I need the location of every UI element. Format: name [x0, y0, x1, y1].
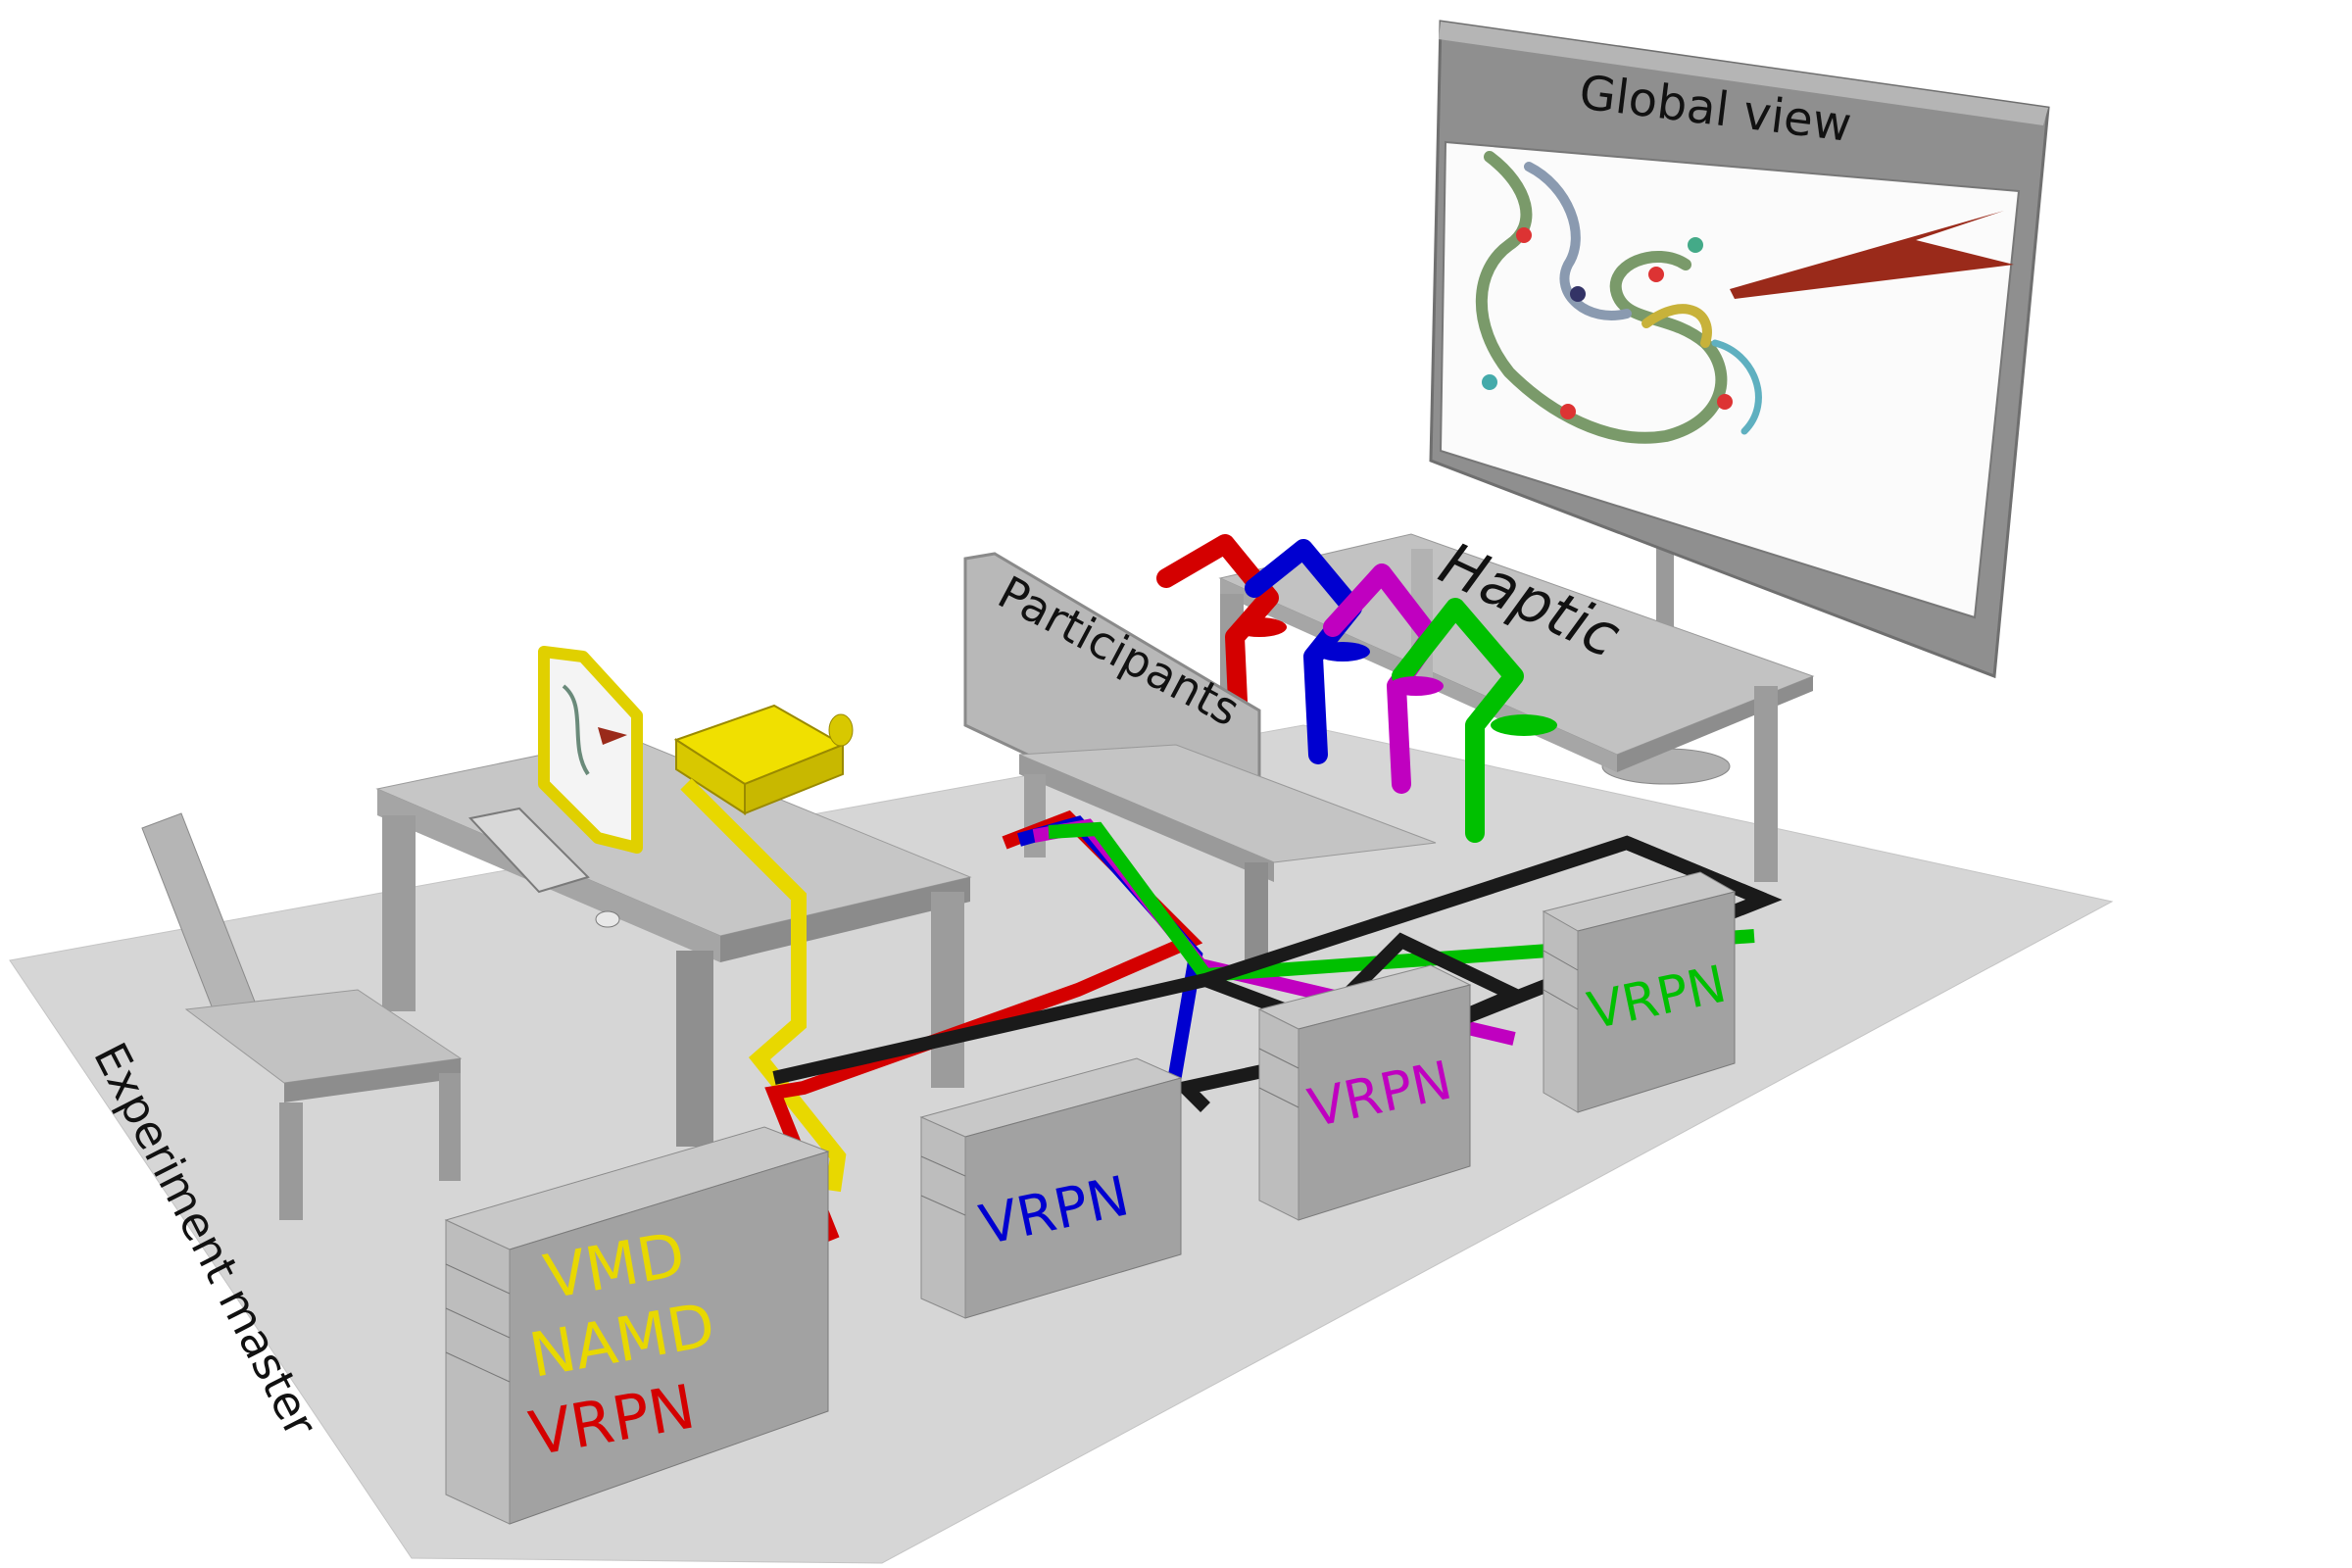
server-magenta — [1257, 964, 1472, 1221]
participants-bench — [963, 552, 1437, 970]
cable-black-haptic — [1624, 836, 1767, 906]
master-chair — [141, 812, 463, 1220]
cable-yellow — [680, 778, 847, 1193]
server-blue — [919, 1057, 1183, 1319]
haptic-arms — [1156, 534, 1557, 843]
cable-green — [1048, 821, 1755, 983]
server-green — [1542, 871, 1737, 1113]
monitor — [538, 646, 643, 854]
force-arrow-icon — [1730, 211, 2014, 299]
cable-red — [764, 809, 1203, 1243]
molecule-structure — [1475, 151, 1762, 444]
mouse — [595, 910, 620, 928]
projection-screen — [1429, 20, 2050, 785]
keyboard — [468, 807, 590, 894]
haptic-arm-green — [1392, 598, 1524, 843]
projector — [673, 704, 854, 815]
haptic-arm-red — [1156, 534, 1279, 755]
server-master — [444, 1126, 830, 1525]
